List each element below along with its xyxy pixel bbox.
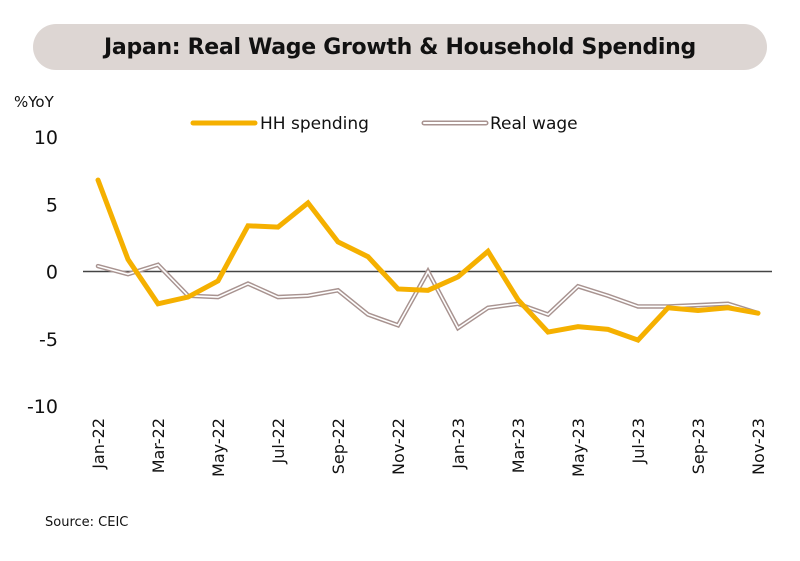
legend: HH spending Real wage — [190, 114, 578, 134]
x-tick-label: May-23 — [569, 418, 588, 477]
legend-label-real-wage: Real wage — [490, 114, 578, 134]
y-tick-label: -10 — [27, 396, 58, 418]
y-axis-ticks: 10 5 0 -5 -10 — [27, 127, 58, 418]
legend-label-hh-spending: HH spending — [260, 114, 369, 134]
x-tick-label: Nov-23 — [749, 418, 768, 475]
y-tick-label: 5 — [46, 194, 58, 216]
series-line-hh-spending — [95, 177, 761, 344]
x-tick-label: Jul-22 — [269, 418, 288, 464]
y-tick-label: -5 — [39, 329, 58, 351]
y-axis-unit-label: %YoY — [14, 93, 55, 111]
series-line-real-wage-inner — [97, 263, 759, 330]
x-tick-label: Jul-23 — [629, 418, 648, 464]
x-tick-label: Jan-23 — [449, 418, 468, 470]
x-tick-label: Mar-22 — [149, 418, 168, 473]
title-banner: Japan: Real Wage Growth & Household Spen… — [33, 24, 767, 70]
x-tick-label: Sep-22 — [329, 418, 348, 474]
x-tick-label: Mar-23 — [509, 418, 528, 473]
y-tick-label: 10 — [34, 127, 58, 149]
x-axis-ticks: Jan-22 Mar-22 May-22 Jul-22 Sep-22 Nov-22 Jan-… — [89, 418, 768, 477]
y-tick-label: 0 — [46, 262, 58, 284]
x-tick-label: Nov-22 — [389, 418, 408, 475]
x-tick-label: Sep-23 — [689, 418, 708, 474]
x-tick-label: Jan-22 — [89, 418, 108, 470]
series-layer — [95, 177, 761, 344]
x-tick-label: May-22 — [209, 418, 228, 477]
source-note: Source: CEIC — [45, 515, 129, 530]
chart-title: Japan: Real Wage Growth & Household Spen… — [104, 34, 696, 60]
